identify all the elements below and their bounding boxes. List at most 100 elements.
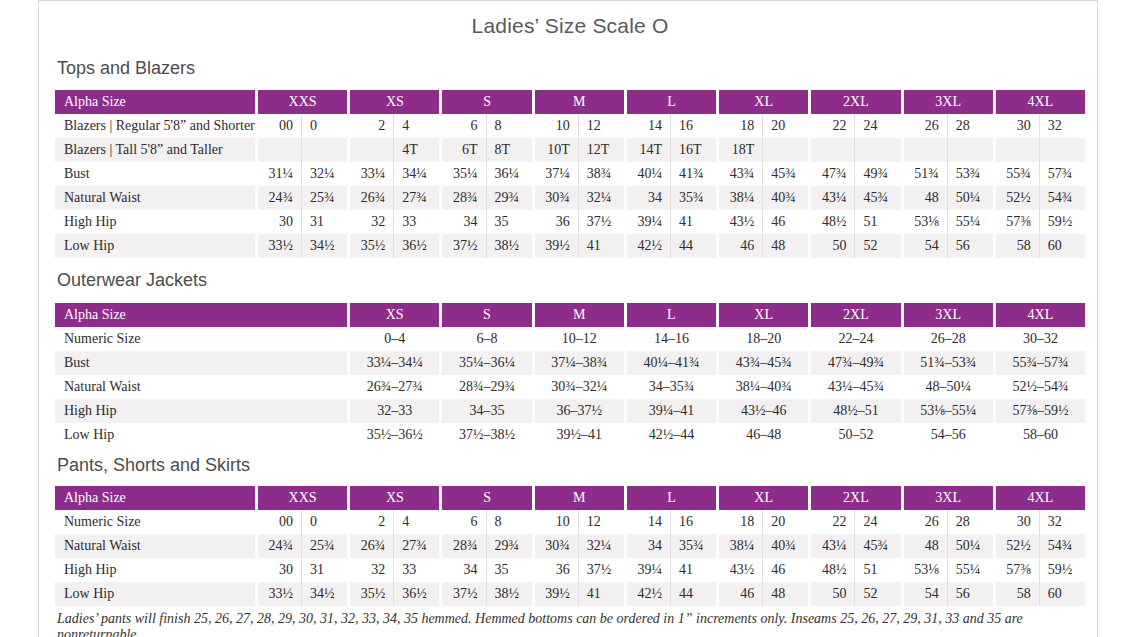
table-row: Bust33¼–34¼35¼–36¼37¼–38¾40¼–41¾43¾–45¾4… [55,351,1085,375]
size-value-cell: 40¾ [762,186,808,210]
size-value-cell: 44 [670,234,716,258]
row-label: Low Hip [55,423,347,447]
size-value-cell: 31 [301,210,347,234]
size-value-cell: 34 [439,558,485,582]
table-row: Natural Waist26¾–27¾28¾–29¾30¾–32¼34–35¾… [55,375,1085,399]
size-value-cell: 25¾ [301,534,347,558]
size-value-cell: 18–20 [716,327,808,351]
size-value-cell: 45¾ [762,162,808,186]
size-value-cell: 46 [762,210,808,234]
table-row: Natural Waist24¾25¾26¾27¾28¾29¾30¾32¼343… [55,186,1085,210]
size-value-cell: 26 [901,114,947,138]
size-value-cell: 55¾–57¾ [993,351,1085,375]
size-value-cell: 50¼ [947,534,993,558]
size-value-cell: 6–8 [439,327,531,351]
size-value-cell: 51 [854,558,900,582]
size-value-cell: 0–4 [347,327,439,351]
size-value-cell: 30 [255,210,301,234]
size-value-cell: 41 [578,234,624,258]
size-value-cell: 32 [347,558,393,582]
size-value-cell: 54–56 [901,423,993,447]
size-value-cell: 35¼ [439,162,485,186]
size-value-cell: 28 [947,114,993,138]
size-value-cell: 37½ [439,582,485,606]
size-value-cell: 43¼ [808,186,854,210]
size-value-cell: 42½–44 [624,423,716,447]
size-value-cell [993,138,1039,162]
size-value-cell: 55¼ [947,558,993,582]
size-value-cell: 48 [762,582,808,606]
size-value-cell: 54 [901,234,947,258]
column-header-size-m: M [532,303,624,327]
size-value-cell [301,138,347,162]
size-value-cell: 60 [1039,582,1085,606]
size-value-cell [347,138,393,162]
size-value-cell: 48 [762,234,808,258]
size-table: Alpha SizeXXSXSSMLXL2XL3XL4XLBlazers | R… [55,90,1085,258]
size-value-cell: 46 [762,558,808,582]
row-label: High Hip [55,558,255,582]
size-value-cell: 22–24 [808,327,900,351]
size-value-cell [1039,138,1085,162]
row-label: Natural Waist [55,186,255,210]
size-value-cell: 33½ [255,582,301,606]
size-value-cell: 38¾ [578,162,624,186]
size-value-cell: 47¾ [808,162,854,186]
column-header-size-l: L [624,303,716,327]
column-header-alpha-size: Alpha Size [55,90,255,114]
column-header-size-4xl: 4XL [993,303,1085,327]
size-value-cell: 53⅛ [901,558,947,582]
size-value-cell: 16 [670,510,716,534]
size-value-cell: 28¾ [439,186,485,210]
size-value-cell: 32¼ [301,162,347,186]
size-value-cell: 51 [854,210,900,234]
size-value-cell: 33¼ [347,162,393,186]
table-row: Numeric Size0–46–810–1214–1618–2022–2426… [55,327,1085,351]
size-value-cell: 38½ [486,234,532,258]
size-value-cell: 16 [670,114,716,138]
size-value-cell: 35½–36½ [347,423,439,447]
size-table: Alpha SizeXXSXSSMLXL2XL3XL4XLNumeric Siz… [55,486,1085,606]
size-value-cell: 34¼ [393,162,439,186]
size-value-cell: 34 [439,210,485,234]
size-value-cell: 0 [301,114,347,138]
size-value-cell: 39½ [532,234,578,258]
column-header-size-4xl: 4XL [993,486,1085,510]
size-value-cell: 54 [901,582,947,606]
size-value-cell: 41 [670,210,716,234]
size-value-cell: 31¼ [255,162,301,186]
size-value-cell: 36–37½ [532,399,624,423]
size-value-cell: 48½ [808,558,854,582]
size-value-cell: 30–32 [993,327,1085,351]
size-value-cell: 27¾ [393,534,439,558]
size-value-cell: 30 [993,510,1039,534]
size-value-cell: 8 [486,114,532,138]
column-header-size-4xl: 4XL [993,90,1085,114]
size-value-cell: 32 [1039,114,1085,138]
size-value-cell: 47¾–49¾ [808,351,900,375]
size-value-cell: 49¾ [854,162,900,186]
column-header-size-xxs: XXS [255,90,347,114]
size-value-cell: 16T [670,138,716,162]
size-value-cell: 59½ [1039,210,1085,234]
size-value-cell: 35 [486,558,532,582]
column-header-size-3xl: 3XL [901,486,993,510]
size-value-cell: 39½ [532,582,578,606]
table-row: High Hip32–3334–3536–37½39¼–4143½–4648½–… [55,399,1085,423]
size-value-cell: 41 [578,582,624,606]
size-value-cell: 36½ [393,234,439,258]
size-value-cell: 58–60 [993,423,1085,447]
size-value-cell: 50 [808,234,854,258]
column-header-size-2xl: 2XL [808,303,900,327]
size-value-cell [255,138,301,162]
page-title: Ladies’ Size Scale O [0,14,1140,38]
size-value-cell: 14T [624,138,670,162]
size-value-cell: 32–33 [347,399,439,423]
size-value-cell: 60 [1039,234,1085,258]
size-value-cell: 36 [532,558,578,582]
size-value-cell: 12T [578,138,624,162]
size-value-cell: 8T [486,138,532,162]
size-value-cell: 41 [670,558,716,582]
table-row: Blazers | Tall 5'8” and Taller4T6T8T10T1… [55,138,1085,162]
size-value-cell: 50¼ [947,186,993,210]
